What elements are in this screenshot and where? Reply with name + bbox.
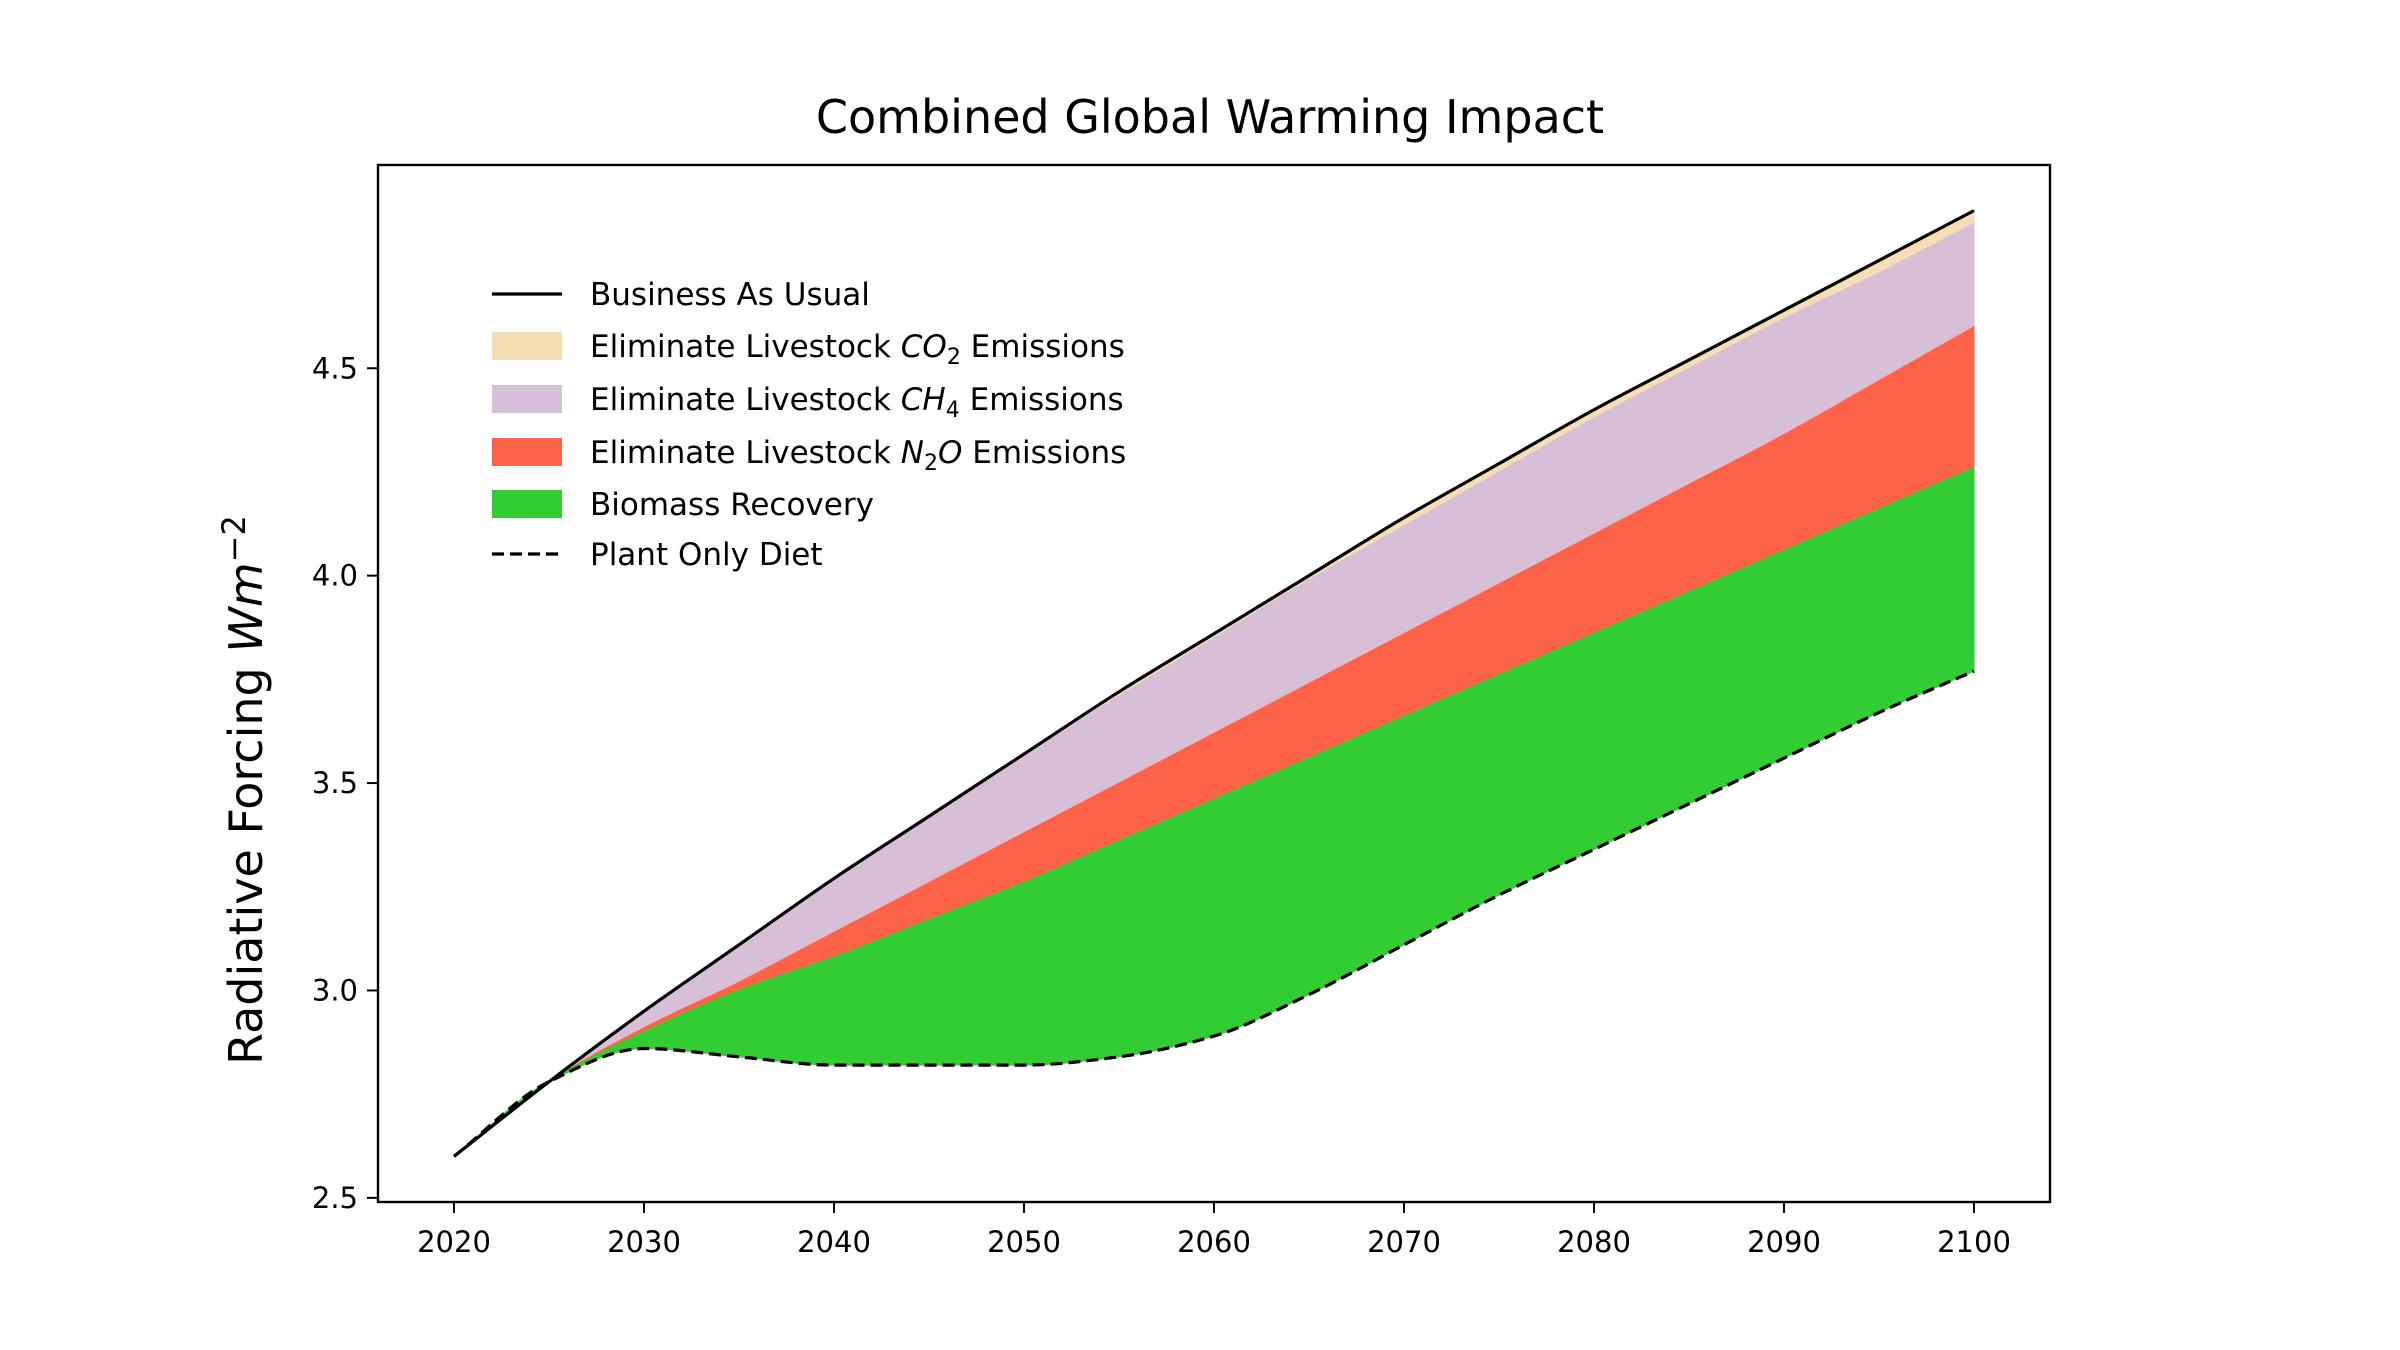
x-tick-label: 2070 bbox=[1367, 1225, 1441, 1259]
legend-label: Business As Usual bbox=[590, 277, 870, 313]
x-tick-label: 2060 bbox=[1177, 1225, 1251, 1259]
legend-item-plant-only-diet: Plant Only Diet bbox=[492, 537, 823, 573]
y-tick-label: 3.5 bbox=[312, 766, 358, 800]
line-layer bbox=[453, 209, 1975, 1158]
x-tick-label: 2040 bbox=[797, 1225, 871, 1259]
x-tick-label: 2080 bbox=[1557, 1225, 1631, 1259]
legend-label: Biomass Recovery bbox=[590, 487, 874, 523]
y-axis-label-text: Radiative Forcing bbox=[219, 653, 273, 1065]
legend-color-swatch bbox=[492, 438, 562, 466]
business-as-usual-line bbox=[453, 209, 1975, 1158]
y-tick-label: 4.5 bbox=[312, 351, 358, 385]
legend-item-business-as-usual: Business As Usual bbox=[492, 277, 870, 313]
y-axis-label-unit: Wm bbox=[219, 562, 273, 652]
y-axis-label: Radiative Forcing Wm−2 bbox=[215, 515, 273, 1065]
legend-label: Eliminate Livestock N2O Emissions bbox=[590, 435, 1126, 476]
legend-label: Plant Only Diet bbox=[590, 537, 823, 573]
legend-item-n2o: Eliminate Livestock N2O Emissions bbox=[492, 435, 1126, 476]
area-band-5 bbox=[453, 467, 1975, 1157]
area-layer bbox=[453, 209, 1975, 1157]
y-axis-label-exponent: −2 bbox=[215, 515, 253, 562]
legend-label: Eliminate Livestock CO2 Emissions bbox=[590, 329, 1125, 370]
legend-color-swatch bbox=[492, 385, 562, 413]
axes: 2020 2030 2040 2050 2060 2070 2080 2090 2100 2.5 3… bbox=[312, 163, 2052, 1259]
chart-title: Combined Global Warming Impact bbox=[816, 90, 1604, 144]
legend-color-swatch bbox=[492, 332, 562, 360]
x-tick-label: 2030 bbox=[607, 1225, 681, 1259]
legend-label: Eliminate Livestock CH4 Emissions bbox=[590, 382, 1124, 423]
x-tick-label: 2090 bbox=[1747, 1225, 1821, 1259]
legend-item-ch4: Eliminate Livestock CH4 Emissions bbox=[492, 382, 1124, 423]
x-tick-label: 2020 bbox=[417, 1225, 491, 1259]
y-tick-label: 2.5 bbox=[312, 1181, 358, 1215]
x-tick-label: 2100 bbox=[1937, 1225, 2011, 1259]
legend-item-co2: Eliminate Livestock CO2 Emissions bbox=[492, 329, 1125, 370]
x-tick-label: 2050 bbox=[987, 1225, 1061, 1259]
legend-color-swatch bbox=[492, 490, 562, 518]
y-tick-label: 3.0 bbox=[312, 973, 358, 1007]
plant-only-diet-line bbox=[453, 669, 1975, 1158]
legend-item-biomass-recovery: Biomass Recovery bbox=[492, 487, 874, 523]
legend: Business As Usual Eliminate Livestock CO2… bbox=[492, 277, 1126, 573]
y-tick-label: 4.0 bbox=[312, 559, 358, 593]
